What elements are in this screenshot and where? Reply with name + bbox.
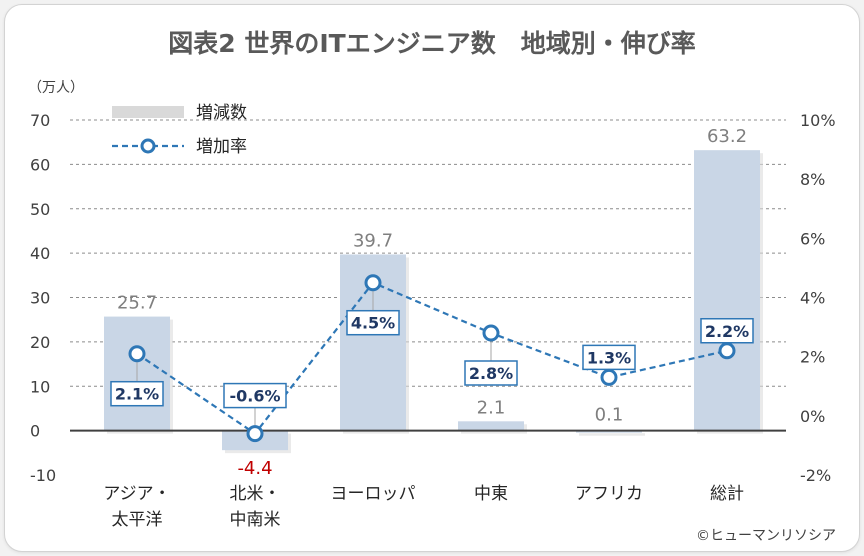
rate-value-label: 2.8% [469,364,513,383]
rate-line-series: 2.1% -0.6% 4.5% 2.8% 1.3% 2.2% [110,274,754,443]
legend-line-label: 増加率 [196,137,247,157]
bar-value-label: 25.7 [117,293,157,314]
rate-marker [128,345,146,363]
y-right-tick-label: 2% [800,348,825,367]
rate-label-box [346,309,400,336]
y-left-tick-label: -10 [30,466,56,485]
rate-value-label: 2.2% [705,322,749,341]
rate-label-box [223,382,287,409]
rate-marker [718,342,736,360]
legend-line-marker [140,138,156,154]
y-left-tick-label: 30 [30,289,50,308]
category-labels: アジア・太平洋 北米・中南米 ヨーロッパ 中東 アフリカ 総計 [103,484,744,530]
chart-title: 図表2 世界のITエンジニア数 地域別・伸び率 [168,29,695,58]
rate-marker [600,368,618,386]
y-left-tick-label: 70 [30,111,50,130]
y-left-tick-label: 20 [30,333,50,352]
y-axis-unit-label: （万人） [28,80,84,96]
y-right-tick-label: 4% [800,289,825,308]
rate-value-label: -0.6% [229,387,280,406]
bar-value-label: 39.7 [353,230,393,251]
category-label: 北米・ [230,484,281,504]
bar [458,421,524,431]
bar-value-label: 2.1 [477,397,506,418]
rate-label-box [700,318,754,344]
y-left-tick-label: 10 [30,377,50,396]
category-label: 太平洋 [112,510,163,530]
rate-value-label: 1.3% [587,348,631,367]
y-left-tick-label: 40 [30,244,50,263]
rate-line [136,281,728,436]
rate-marker [364,274,382,292]
bar-value-label: 0.1 [595,405,624,426]
category-label: 総計 [710,484,744,504]
rate-label-box [110,380,164,407]
category-label: アフリカ [575,484,643,504]
rate-marker [482,324,500,342]
grid-lines [70,119,786,387]
rate-value-label: 4.5% [351,314,395,333]
y-right-tick-label: 6% [800,229,825,248]
rate-label-box [464,360,518,386]
y-right-tick-label: 10% [800,111,836,130]
rate-label-box [582,344,636,371]
axis-ticks: -10 0 10 20 30 40 50 60 70 -2% 0% 2% 4% 6% 8% 10% [30,111,836,485]
y-left-tick-label: 60 [30,155,50,174]
category-label: アジア・ [103,484,170,504]
y-right-tick-label: -2% [800,466,831,485]
bar-value-labels: 25.7 -4.4 39.7 2.1 0.1 63.2 [117,126,747,479]
rate-value-label: 2.1% [115,385,159,404]
bar-value-label: 63.2 [707,126,747,147]
rate-marker [246,425,264,443]
credit-text: ©ヒューマンリソシア [696,528,836,544]
y-right-tick-label: 8% [800,170,825,189]
bar-value-label: -4.4 [237,458,272,479]
y-right-tick-label: 0% [800,407,825,426]
bar [694,150,760,431]
category-label: 中南米 [230,510,281,530]
bar-series [104,150,763,454]
category-label: 中東 [474,484,508,504]
bar-shadow [579,433,645,436]
y-left-tick-label: 50 [30,200,50,219]
legend-bar-swatch [112,106,184,118]
legend-bar-label: 増減数 [196,103,247,123]
category-label: ヨーロッパ [331,484,416,504]
y-left-tick-label: 0 [30,422,40,441]
